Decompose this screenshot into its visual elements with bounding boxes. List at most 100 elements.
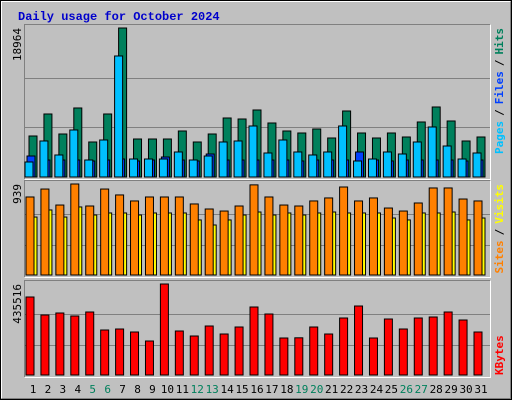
bar [412, 141, 422, 178]
bar [382, 151, 392, 178]
bar [249, 306, 259, 376]
bar [367, 158, 377, 178]
bar [368, 197, 378, 276]
bar [25, 296, 35, 376]
y-tick-label: 435516 [11, 284, 24, 324]
bar [443, 187, 453, 276]
bar [323, 151, 333, 178]
bar [204, 325, 214, 376]
bar [219, 210, 229, 276]
bar [54, 154, 64, 178]
x-tick-label: 17 [265, 383, 278, 396]
bar [309, 326, 319, 376]
bar [442, 145, 452, 178]
legend-entry: Files [493, 71, 506, 104]
bar [354, 200, 364, 276]
bar [40, 188, 50, 276]
plot-bevel-dark [24, 180, 491, 278]
plot-bevel-light [24, 180, 491, 278]
x-tick-label: 7 [119, 383, 126, 396]
bar [473, 200, 483, 276]
bar [457, 158, 467, 178]
bar [233, 140, 243, 178]
bar [70, 183, 80, 276]
bar [249, 184, 259, 276]
bar [84, 159, 94, 178]
legend-entry: KBytes [493, 335, 506, 375]
x-tick-label: 15 [235, 383, 248, 396]
bar [158, 158, 168, 178]
bar [85, 311, 95, 376]
x-tick-label: 22 [340, 383, 353, 396]
bar [383, 207, 393, 276]
bar [40, 314, 50, 376]
x-tick-label: 6 [104, 383, 111, 396]
bar [264, 196, 274, 276]
y-tick-label: 18964 [11, 28, 24, 61]
bar [324, 333, 334, 376]
bar [174, 196, 184, 276]
x-tick-label: 2 [45, 383, 52, 396]
bar [368, 337, 378, 376]
bar [203, 155, 213, 178]
legend: Sites / Visits [493, 184, 506, 274]
x-tick-label: 8 [134, 383, 141, 396]
bar [278, 139, 288, 178]
x-tick-label: 4 [74, 383, 81, 396]
bar [25, 196, 35, 276]
bar [130, 331, 140, 376]
legend-entry: Sites [493, 240, 506, 273]
bar [443, 311, 453, 376]
x-tick-label: 18 [280, 383, 293, 396]
bar [279, 204, 289, 276]
legend-separator: / [493, 228, 506, 235]
x-tick-label: 13 [206, 383, 219, 396]
bar [85, 205, 95, 276]
bar [130, 200, 140, 276]
x-tick-label: 23 [355, 383, 368, 396]
x-tick-label: 27 [415, 383, 428, 396]
bar [69, 129, 79, 178]
plot-bevel-light [24, 280, 491, 378]
bar [427, 126, 437, 178]
bar [353, 160, 363, 178]
bar [308, 154, 318, 178]
legend: KBytes [493, 335, 506, 375]
bar [173, 151, 183, 178]
x-tick-label: 30 [459, 383, 472, 396]
bar [428, 187, 438, 276]
bar [24, 161, 34, 178]
bar [398, 210, 408, 276]
y-tick-label: 939 [11, 184, 24, 204]
x-tick-label: 11 [176, 383, 189, 396]
bar [144, 196, 154, 276]
bar [413, 317, 423, 376]
legend-entry: Pages [493, 121, 506, 154]
bar [472, 152, 482, 178]
bar [293, 151, 303, 178]
bar [294, 337, 304, 376]
bar [309, 200, 319, 276]
x-tick-label: 24 [370, 383, 384, 396]
bar [354, 305, 364, 376]
x-tick-label: 12 [191, 383, 204, 396]
bar [143, 158, 153, 178]
bar [263, 152, 273, 178]
bar [100, 329, 110, 376]
legend-entry: Hits [493, 28, 506, 55]
plot-bevel-dark [24, 24, 491, 180]
bar [218, 141, 228, 178]
bar [234, 326, 244, 376]
bar [219, 333, 229, 376]
bar [159, 283, 169, 376]
bar [55, 312, 65, 376]
bar [159, 196, 169, 276]
x-tick-label: 25 [385, 383, 398, 396]
x-tick-label: 3 [60, 383, 67, 396]
x-tick-label: 29 [445, 383, 458, 396]
bar [324, 197, 334, 276]
legend-separator: / [493, 109, 506, 116]
x-tick-label: 21 [325, 383, 338, 396]
